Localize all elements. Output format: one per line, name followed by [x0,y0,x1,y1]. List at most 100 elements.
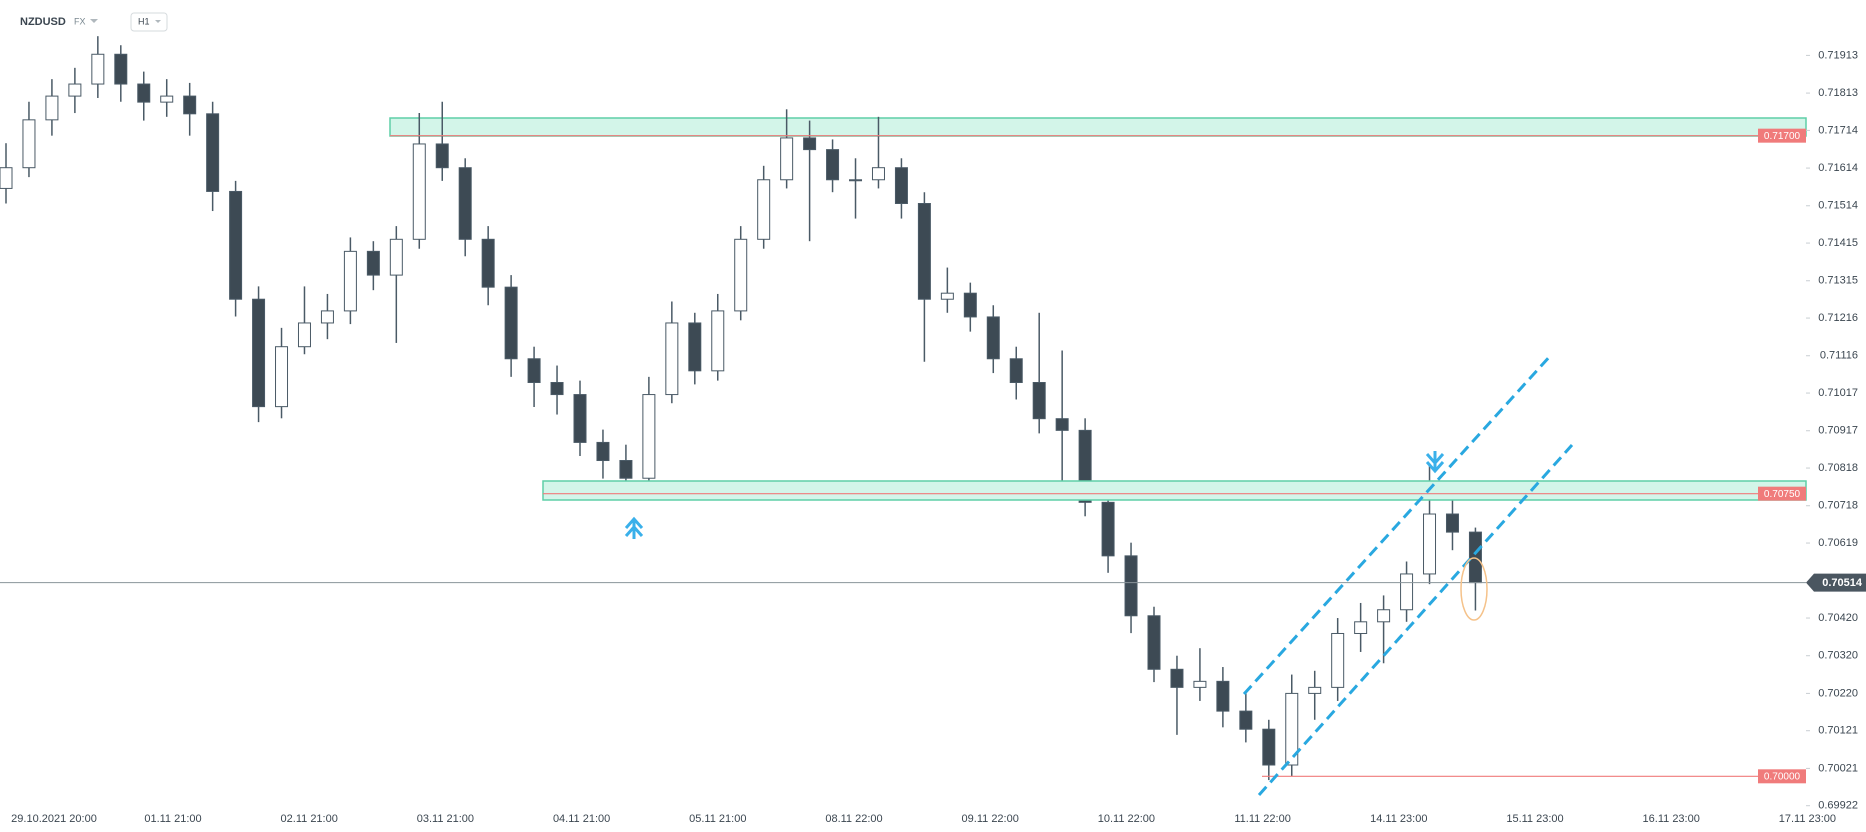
y-tick-label: 0.70718 [1818,500,1858,512]
x-tick-label: 08.11 22:00 [825,813,882,825]
candle-body [1262,728,1276,766]
candle-body [826,149,840,181]
candle-body [550,382,564,396]
candle-body [1170,668,1184,688]
candle-body [1055,418,1069,431]
candle-body [986,316,1000,360]
candle-body [0,167,13,189]
y-tick-label: 0.70917 [1818,425,1858,437]
candle-body [275,346,289,408]
candle-body [297,322,311,348]
candle-body [665,322,679,396]
candle-body [1009,358,1023,384]
level-tag [1758,128,1806,143]
level-tag [1758,769,1806,784]
level-label: 0.71700 [1764,131,1801,142]
interval-button[interactable] [130,12,168,32]
candle-body [366,250,380,276]
x-tick-label: 09.11 22:00 [962,813,1019,825]
candle-body [1308,686,1322,694]
candle-body [1331,632,1345,688]
candle-body [504,286,518,360]
y-tick-label: 0.71614 [1818,162,1858,174]
candle-body [894,167,908,205]
up-arrow [624,516,644,539]
candle-body [481,238,495,288]
candle-body [1445,513,1459,533]
candle-body [963,292,977,318]
candle-body [137,83,151,103]
y-tick-label: 0.71017 [1818,387,1858,399]
candle-body [389,238,403,276]
y-tick-label: 0.71116 [1820,350,1858,362]
y-tick-label: 0.70818 [1818,462,1858,474]
candle-body [1239,710,1253,730]
candle-body [435,143,449,169]
candle-body [1377,609,1391,623]
candle-body [757,179,771,240]
y-tick-label: 0.70420 [1818,612,1858,624]
x-tick-label: 03.11 21:00 [417,813,474,825]
symbol: NZDUSD [20,16,66,28]
highlight-ellipse [1460,557,1488,621]
candle-body [45,95,59,121]
x-tick-label: 02.11 21:00 [281,813,338,825]
candle-body [688,322,702,372]
candle-body [1101,501,1115,557]
candle-body [780,137,794,181]
candle-body [68,83,82,97]
y-tick-label: 0.70320 [1818,650,1858,662]
x-tick-label: 15.11 23:00 [1506,813,1563,825]
support-zone [542,480,1807,501]
y-tick-label: 0.71514 [1818,200,1858,212]
down-arrow [1425,451,1445,474]
y-tick-label: 0.71415 [1818,237,1858,249]
candle-body [412,143,426,240]
candle-body [711,310,725,372]
x-tick-label: 11.11 22:00 [1234,813,1290,825]
level-tag [1758,486,1806,501]
candle-body [1423,513,1437,575]
candle-body [1124,555,1138,617]
candle-body [22,119,36,169]
candle-body [320,310,334,324]
resistance-zone [389,117,1807,137]
candle-body [917,203,931,300]
candle-body [1285,692,1299,766]
y-tick-label: 0.71315 [1818,275,1858,287]
candle-body [343,250,357,312]
current-price-tag [1806,573,1866,592]
y-tick-label: 0.70021 [1818,762,1858,774]
market: FX [74,16,86,26]
candle-body [1354,621,1368,634]
candle-body [458,167,472,240]
candle-body [642,394,656,479]
candle-body [871,167,885,181]
candle-body [527,358,541,384]
y-tick-label: 0.70121 [1818,725,1858,737]
y-tick-label: 0.70619 [1818,537,1858,549]
channel-lower [1257,444,1574,796]
y-tick-label: 0.71714 [1818,124,1858,136]
interval: H1 [138,16,150,26]
candle-body [160,95,174,103]
x-tick-label: 14.11 23:00 [1370,813,1427,825]
candle-body [849,179,863,182]
candle-body [1147,615,1161,670]
x-tick-label: 10.11 22:00 [1098,813,1155,825]
y-tick-label: 0.71913 [1818,49,1858,61]
y-tick-label: 0.69922 [1818,800,1858,812]
candle-body [596,441,610,462]
candle-body [229,190,243,300]
candle-body [619,460,633,479]
x-tick-label: 17.11 23:00 [1779,813,1836,825]
dropdown-icon [155,20,161,23]
candle-body [1400,573,1414,611]
y-tick-label: 0.70220 [1818,687,1858,699]
candle-body [252,298,266,408]
x-tick-label: 01.11 21:00 [144,813,201,825]
y-tick-label: 0.71216 [1818,312,1858,324]
dropdown-icon[interactable] [90,19,98,23]
